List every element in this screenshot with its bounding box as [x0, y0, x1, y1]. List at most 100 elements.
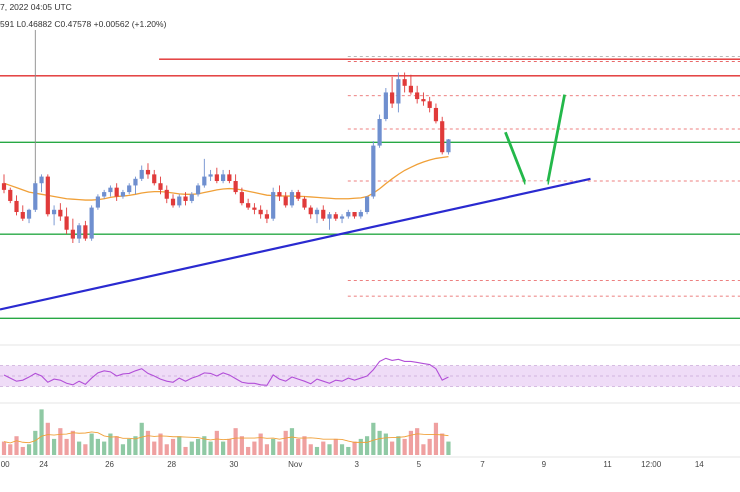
volume-bar — [296, 438, 301, 455]
volume-bar — [108, 433, 113, 455]
volume-bar — [202, 436, 207, 455]
volume-bar — [221, 441, 226, 455]
volume-bar — [133, 436, 138, 455]
projection-path — [504, 94, 566, 185]
ohlc-readout: 591 L0.46882 C0.47578 +0.00562 (+1.20%) — [0, 19, 166, 29]
candle-bull — [39, 176, 44, 184]
candle-bear — [170, 198, 176, 206]
volume-bar — [70, 430, 75, 455]
volume-bar — [402, 438, 407, 455]
volume-bar — [1, 441, 7, 455]
candle-bear — [70, 229, 75, 239]
volume-bar — [264, 444, 270, 455]
candle-bull — [358, 212, 363, 217]
volume-bar — [58, 428, 63, 455]
ohlc-close: C0.47578 — [54, 19, 92, 29]
candle-bull — [139, 169, 144, 179]
volume-bar — [8, 444, 13, 455]
volume-bar — [214, 430, 219, 455]
candle-bear — [415, 92, 420, 100]
x-tick-label: 26 — [105, 460, 114, 469]
volume-bar — [364, 436, 370, 455]
volume-bar — [271, 438, 276, 455]
volume-bar — [346, 446, 351, 455]
candle-bull — [339, 216, 345, 219]
candle-bull — [77, 225, 82, 239]
volume-bar — [45, 422, 50, 455]
volume-bar — [51, 438, 57, 455]
volume-bar — [252, 441, 257, 455]
volume-bar — [102, 441, 107, 455]
volume-bar — [227, 438, 232, 455]
volume-bar — [246, 446, 251, 455]
candle-bull — [346, 212, 351, 217]
x-tick-label: Nov — [288, 460, 302, 469]
volume-bar — [371, 422, 376, 455]
candle-bear — [45, 176, 50, 215]
candle-bear — [252, 207, 257, 210]
candle-bear — [152, 174, 157, 184]
volume-bar — [427, 438, 432, 455]
x-tick-label: 14 — [695, 460, 704, 469]
candle-bear — [227, 174, 232, 182]
volume-bar — [114, 436, 119, 455]
candle-bear — [408, 85, 413, 93]
candle-bull — [377, 119, 382, 146]
candle-bear — [239, 192, 244, 204]
candle-bull — [189, 194, 194, 201]
candle-bear — [283, 196, 288, 206]
volume-bar — [183, 446, 188, 455]
volume-bar — [446, 441, 451, 455]
volume-bar — [358, 438, 363, 455]
candle-bear — [390, 92, 395, 104]
candle-bear — [158, 183, 163, 190]
candle-bull — [202, 176, 207, 186]
volume-bar — [164, 444, 169, 455]
candle-bull — [120, 192, 126, 197]
candle-bull — [271, 192, 276, 219]
candle-bear — [333, 214, 338, 219]
volume-bar — [95, 438, 100, 455]
x-tick-label: 24 — [39, 460, 48, 469]
volume-bar — [77, 441, 82, 455]
candle-bear — [302, 198, 307, 208]
volume-bar — [152, 441, 157, 455]
candle-bear — [402, 79, 407, 86]
candle-bear — [145, 169, 151, 175]
volume-bar — [377, 430, 382, 455]
x-tick-label: 00 — [1, 460, 10, 469]
x-tick-label: 9 — [542, 460, 547, 469]
candle-bull — [26, 209, 32, 219]
volume-bar — [120, 444, 126, 455]
volume-bar — [308, 444, 313, 455]
candle-bull — [195, 185, 201, 195]
candle-bear — [277, 192, 282, 197]
trend-line — [0, 177, 591, 311]
candle-bull — [208, 174, 213, 177]
volume-bar — [415, 428, 420, 455]
candle-bull — [289, 192, 295, 206]
candle-bull — [327, 214, 332, 219]
x-tick-label: 7 — [480, 460, 485, 469]
candle-bear — [321, 209, 326, 219]
candle-bull — [371, 145, 376, 197]
candle-bear — [20, 212, 25, 219]
volume-bar — [440, 433, 445, 455]
volume-bar — [396, 436, 401, 455]
moving-average-line — [3, 156, 449, 201]
volume-bar — [39, 409, 44, 455]
candle-bull — [89, 207, 94, 239]
volume-bar — [64, 438, 69, 455]
volume-bar — [127, 438, 132, 455]
candle-bull — [364, 196, 370, 213]
candle-bull — [127, 185, 132, 193]
x-tick-label: 3 — [354, 460, 359, 469]
candle-bull — [446, 139, 451, 153]
volume-bar — [352, 441, 357, 455]
candle-bull — [177, 196, 182, 206]
volume-bar — [277, 441, 282, 455]
candle-bear — [214, 174, 219, 182]
ohlc-change: +0.00562 (+1.20%) — [93, 19, 167, 29]
